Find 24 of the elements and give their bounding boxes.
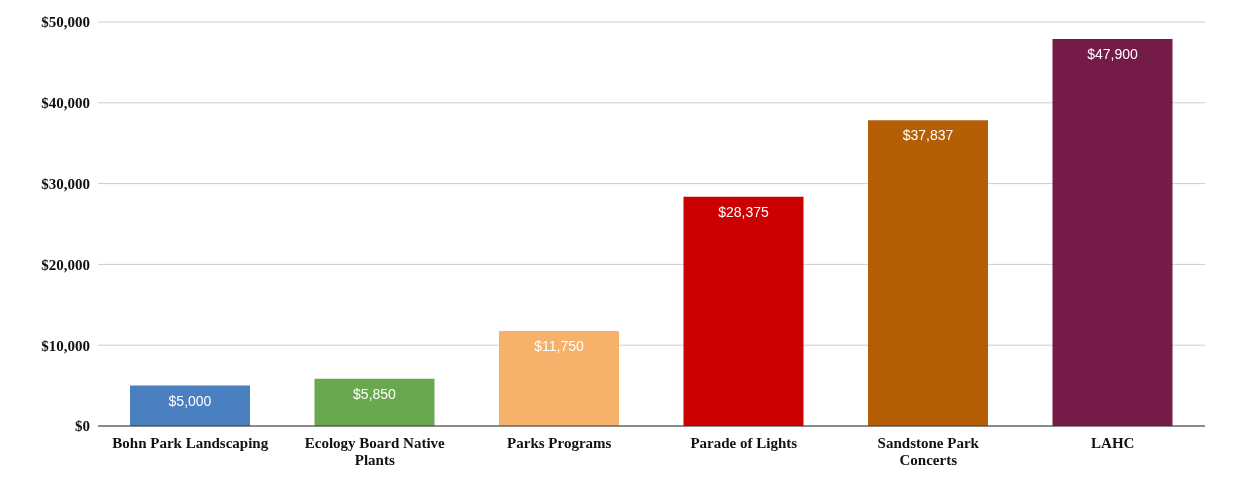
- y-tick-label: $30,000: [41, 175, 90, 192]
- data-label: $11,750: [534, 338, 584, 355]
- bar: [314, 378, 435, 426]
- x-tick-label: Bohn Park Landscaping: [112, 435, 269, 451]
- bar: [683, 196, 804, 426]
- bar: [1052, 38, 1173, 426]
- bar: [868, 120, 988, 426]
- y-tick-label: $50,000: [41, 14, 90, 31]
- data-label: $37,837: [902, 127, 954, 144]
- data-label: $5,000: [168, 392, 212, 409]
- y-tick-label: $0: [75, 418, 90, 435]
- x-tick-label: Parade of Lights: [690, 435, 798, 451]
- y-tick-label: $10,000: [41, 337, 90, 354]
- y-tick-label: $40,000: [41, 95, 90, 112]
- data-label: $28,375: [718, 203, 770, 220]
- bar: [499, 331, 619, 426]
- x-tick-label: Sandstone Park Concerts: [877, 435, 980, 468]
- bar: [130, 385, 250, 426]
- x-tick-label: Parks Programs: [507, 435, 612, 451]
- data-label: $47,900: [1087, 45, 1139, 62]
- x-tick-label: LAHC: [1091, 435, 1135, 451]
- x-tick-label: Ecology Board Native Plants: [304, 435, 446, 468]
- data-label: $5,850: [353, 385, 397, 402]
- y-tick-label: $20,000: [41, 256, 90, 273]
